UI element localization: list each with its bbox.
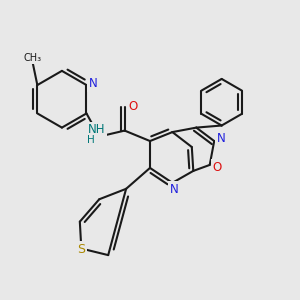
Text: NH: NH	[88, 124, 105, 136]
Text: N: N	[89, 77, 98, 90]
Text: N: N	[169, 183, 178, 196]
Text: O: O	[213, 161, 222, 174]
Text: H: H	[87, 134, 95, 145]
Text: S: S	[77, 243, 85, 256]
Text: CH₃: CH₃	[24, 52, 42, 63]
Text: N: N	[216, 132, 225, 145]
Text: O: O	[128, 100, 138, 113]
